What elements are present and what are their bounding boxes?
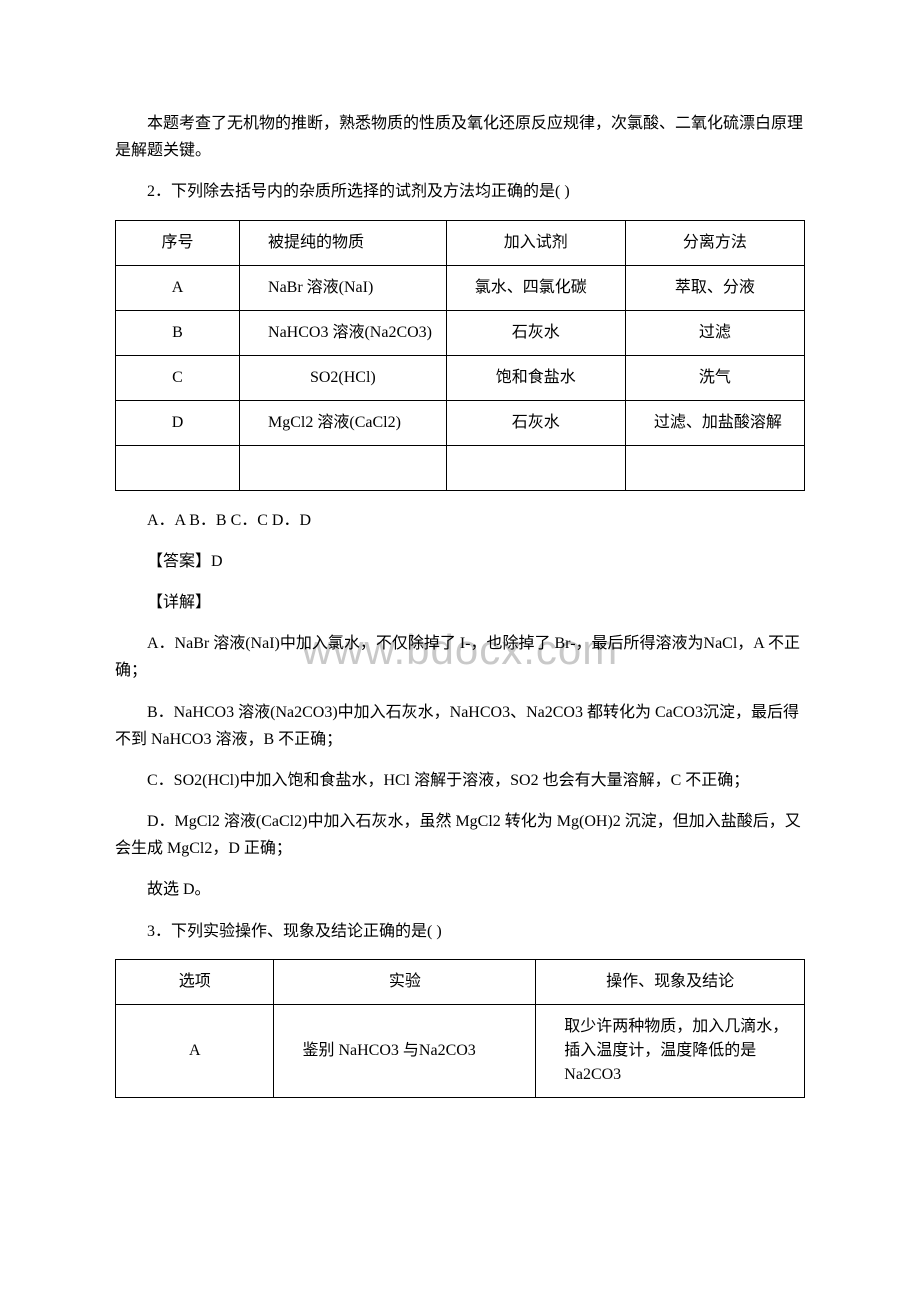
- cell: NaHCO3 溶液(Na2CO3): [240, 310, 447, 355]
- page-content: 本题考查了无机物的推断，熟悉物质的性质及氧化还原反应规律，次氯酸、二氧化硫漂白原…: [115, 110, 805, 1098]
- table-row: 序号 被提纯的物质 加入试剂 分离方法: [116, 220, 805, 265]
- cell: 石灰水: [446, 400, 625, 445]
- q2-detail-label: 【详解】: [115, 589, 211, 616]
- th-sub: 被提纯的物质: [240, 220, 447, 265]
- cell: 过滤: [625, 310, 804, 355]
- q2-conclude: 故选 D。: [115, 876, 805, 903]
- cell: NaBr 溶液(NaI): [240, 265, 447, 310]
- cell: 石灰水: [446, 310, 625, 355]
- cell: 氯水、四氯化碳: [446, 265, 625, 310]
- q2-stem: 2．下列除去括号内的杂质所选择的试剂及方法均正确的是( ): [115, 178, 805, 205]
- intro-paragraph: 本题考查了无机物的推断，熟悉物质的性质及氧化还原反应规律，次氯酸、二氧化硫漂白原…: [115, 110, 805, 164]
- cell: SO2(HCl): [240, 355, 447, 400]
- q2-options: A．A B．B C．C D．D: [115, 507, 805, 534]
- table-row: 选项 实验 操作、现象及结论: [116, 959, 805, 1004]
- cell: MgCl2 溶液(CaCl2): [240, 400, 447, 445]
- cell: A: [116, 265, 240, 310]
- table-row: C SO2(HCl) 饱和食盐水 洗气: [116, 355, 805, 400]
- q2-exp-d: D．MgCl2 溶液(CaCl2)中加入石灰水，虽然 MgCl2 转化为 Mg(…: [115, 808, 805, 862]
- th-seq: 序号: [116, 220, 240, 265]
- th-method: 分离方法: [625, 220, 804, 265]
- th-exp: 实验: [274, 959, 536, 1004]
- q3-stem: 3．下列实验操作、现象及结论正确的是( ): [115, 918, 805, 945]
- th-concl: 操作、现象及结论: [536, 959, 805, 1004]
- cell: 饱和食盐水: [446, 355, 625, 400]
- cell: A: [116, 1004, 274, 1097]
- cell: [116, 445, 240, 490]
- cell: [446, 445, 625, 490]
- cell: B: [116, 310, 240, 355]
- table-row-empty: [116, 445, 805, 490]
- cell: 过滤、加盐酸溶解: [625, 400, 804, 445]
- cell: 取少许两种物质，加入几滴水，插入温度计，温度降低的是Na2CO3: [536, 1004, 805, 1097]
- cell: [625, 445, 804, 490]
- q3-table: 选项 实验 操作、现象及结论 A 鉴别 NaHCO3 与Na2CO3 取少许两种…: [115, 959, 805, 1098]
- cell: 鉴别 NaHCO3 与Na2CO3: [274, 1004, 536, 1097]
- table-row: A NaBr 溶液(NaI) 氯水、四氯化碳 萃取、分液: [116, 265, 805, 310]
- q2-table: 序号 被提纯的物质 加入试剂 分离方法 A NaBr 溶液(NaI) 氯水、四氯…: [115, 220, 805, 491]
- cell: C: [116, 355, 240, 400]
- q2-exp-c: C．SO2(HCl)中加入饱和食盐水，HCl 溶解于溶液，SO2 也会有大量溶解…: [115, 767, 805, 794]
- cell: [240, 445, 447, 490]
- cell: 萃取、分液: [625, 265, 804, 310]
- q2-exp-a: A．NaBr 溶液(NaI)中加入氯水，不仅除掉了 I-，也除掉了 Br-，最后…: [115, 630, 805, 684]
- table-row: A 鉴别 NaHCO3 与Na2CO3 取少许两种物质，加入几滴水，插入温度计，…: [116, 1004, 805, 1097]
- cell: 洗气: [625, 355, 804, 400]
- q2-exp-b: B．NaHCO3 溶液(Na2CO3)中加入石灰水，NaHCO3、Na2CO3 …: [115, 699, 805, 753]
- cell: D: [116, 400, 240, 445]
- table-row: D MgCl2 溶液(CaCl2) 石灰水 过滤、加盐酸溶解: [116, 400, 805, 445]
- table-row: B NaHCO3 溶液(Na2CO3) 石灰水 过滤: [116, 310, 805, 355]
- th-opt: 选项: [116, 959, 274, 1004]
- th-reagent: 加入试剂: [446, 220, 625, 265]
- q2-answer: 【答案】D: [115, 548, 805, 575]
